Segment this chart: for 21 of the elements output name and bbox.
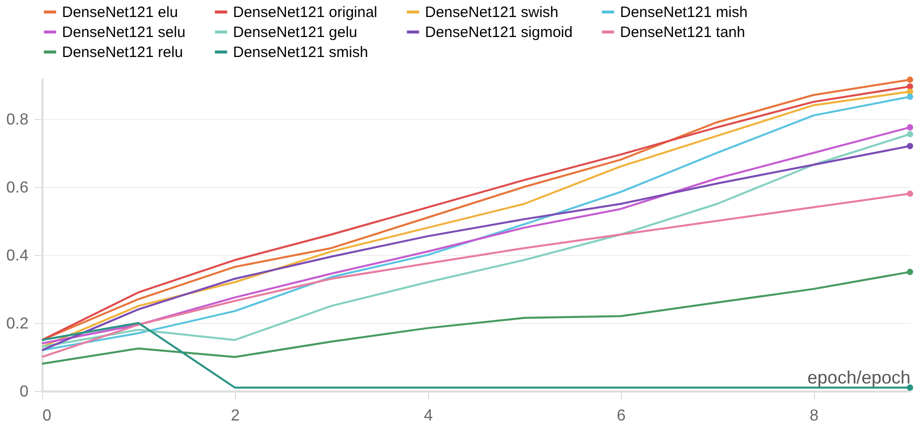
x-tick-label: 6 — [616, 408, 626, 424]
x-tick-label: 8 — [810, 408, 819, 424]
y-tick-label: 0.8 — [6, 111, 29, 128]
legend-label: DenseNet121 swish — [425, 4, 558, 21]
x-tick-label: 4 — [424, 408, 433, 424]
legend-label: DenseNet121 original — [233, 4, 378, 21]
y-tick-label: 0 — [20, 384, 29, 400]
legend-label: DenseNet121 selu — [62, 24, 186, 41]
legend-label: DenseNet121 mish — [620, 4, 748, 21]
x-tick-label: 0 — [42, 408, 52, 424]
legend-label: DenseNet121 elu — [62, 4, 178, 21]
legend-label: DenseNet121 tanh — [620, 24, 746, 41]
legend-label: DenseNet121 gelu — [233, 24, 358, 41]
y-tick-label: 0.4 — [6, 247, 29, 264]
y-tick-label: 0.6 — [6, 179, 29, 196]
legend-label: DenseNet121 sigmoid — [425, 24, 573, 41]
x-tick-label: 2 — [230, 408, 240, 424]
x-axis-title: epoch/epoch — [807, 368, 910, 388]
legend-label: DenseNet121 relu — [62, 44, 183, 61]
y-tick-label: 0.2 — [6, 315, 29, 332]
legend-label: DenseNet121 smish — [233, 44, 368, 61]
